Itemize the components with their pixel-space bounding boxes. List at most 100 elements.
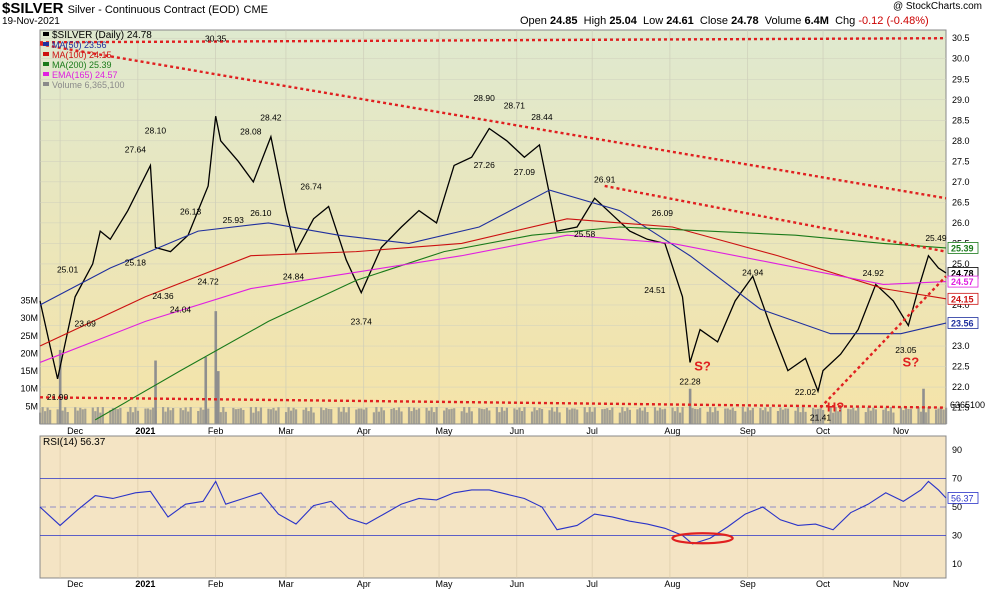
volume-bar — [39, 412, 42, 424]
volume-bar — [202, 409, 205, 424]
price-y-tick: 29.0 — [952, 95, 970, 105]
volume-bar — [390, 408, 393, 424]
volume-bar — [867, 407, 870, 424]
price-point-label: 28.08 — [240, 127, 262, 137]
volume-y-tick: 15M — [20, 366, 38, 376]
value-badge-label: 23.56 — [951, 319, 974, 329]
volume-bar — [74, 407, 77, 424]
volume-bar — [480, 408, 483, 424]
volume-bar — [837, 411, 840, 424]
rsi-y-tick: 30 — [952, 530, 962, 540]
volume-bar — [927, 407, 930, 424]
moving-average-line — [94, 226, 947, 421]
volume-bar — [766, 411, 770, 424]
volume-bar — [407, 407, 411, 424]
volume-bar — [76, 410, 79, 424]
volume-bar — [249, 407, 253, 424]
volume-bar — [678, 412, 682, 424]
volume-bar — [520, 411, 524, 424]
rsi-y-tick: 90 — [952, 445, 962, 455]
volume-y-tick: 10M — [20, 384, 38, 394]
volume-bar — [603, 408, 606, 424]
volume-bar — [144, 408, 147, 424]
volume-y-tick: 20M — [20, 348, 38, 358]
volume-bar — [781, 409, 785, 424]
volume-bar — [272, 407, 275, 424]
volume-bar — [410, 411, 413, 424]
volume-bar — [269, 409, 273, 424]
volume-bar — [146, 408, 150, 424]
volume-bar — [676, 407, 679, 424]
volume-bar — [365, 407, 368, 424]
volume-bar — [428, 410, 431, 424]
volume-bar — [515, 409, 519, 424]
volume-spike-bar — [204, 357, 208, 424]
volume-bar — [909, 409, 913, 424]
volume-bar — [355, 409, 358, 424]
volume-bar — [96, 407, 99, 424]
price-point-label: 28.42 — [260, 113, 282, 123]
volume-bar — [706, 411, 709, 424]
chart-date: 19-Nov-2021 — [2, 16, 60, 27]
volume-bar — [811, 407, 815, 424]
volume-bar — [593, 407, 596, 424]
volume-bar — [817, 408, 820, 424]
volume-bar — [337, 407, 340, 424]
volume-bar — [847, 408, 850, 424]
price-point-label: 24.84 — [283, 272, 305, 282]
volume-bar — [513, 408, 516, 424]
volume-bar — [425, 407, 428, 424]
volume-bar — [302, 409, 305, 424]
volume-bar — [530, 411, 534, 424]
price-y-tick: 22.5 — [952, 362, 970, 372]
volume-bar — [548, 410, 551, 424]
volume-bar — [899, 407, 903, 424]
volume-bar — [566, 407, 569, 424]
brand-label[interactable]: @ StockCharts.com — [892, 1, 982, 12]
volume-bar — [187, 411, 190, 424]
volume-bar — [207, 408, 210, 424]
volume-bar — [134, 407, 137, 424]
volume-bar — [382, 410, 386, 424]
volume-bar — [392, 408, 396, 424]
volume-bar — [292, 407, 295, 424]
volume-bar — [939, 408, 943, 424]
volume-bar — [741, 407, 744, 424]
volume-bar — [731, 407, 734, 424]
price-point-label: 26.13 — [180, 207, 202, 217]
price-point-label: 28.44 — [531, 112, 553, 122]
price-point-label: 25.93 — [223, 215, 245, 225]
x-tick-label: Apr — [357, 579, 371, 589]
price-y-tick: 24.0 — [952, 300, 970, 310]
volume-bar — [340, 411, 343, 424]
rsi-oversold-ellipse — [671, 532, 734, 545]
volume-bar — [776, 411, 780, 424]
volume-bar — [945, 407, 948, 424]
volume-bar — [94, 411, 97, 424]
volume-bar — [412, 407, 416, 424]
volume-bar — [661, 409, 664, 424]
volume-bar — [623, 411, 626, 424]
x-tick-label: Oct — [816, 579, 831, 589]
volume-bar — [109, 410, 112, 424]
volume-spike-bar — [688, 388, 692, 424]
price-point-label: 23.05 — [895, 345, 917, 355]
price-point-label: 22.02 — [795, 387, 817, 397]
volume-bar — [839, 407, 842, 424]
volume-bar — [443, 410, 446, 424]
volume-bar — [131, 412, 135, 424]
volume-bar — [433, 412, 436, 424]
volume-bar — [799, 412, 802, 424]
rsi-value-badge — [947, 492, 979, 504]
volume-bar — [56, 409, 59, 424]
volume-bar — [804, 411, 807, 424]
x-tick-label: Aug — [664, 426, 680, 436]
rsi-line — [39, 480, 947, 545]
volume-bar — [161, 407, 165, 424]
moving-average-line — [39, 218, 947, 347]
volume-bar — [483, 409, 486, 424]
volume-bar — [375, 407, 378, 424]
volume-bar — [41, 407, 44, 424]
value-badge — [947, 317, 979, 329]
